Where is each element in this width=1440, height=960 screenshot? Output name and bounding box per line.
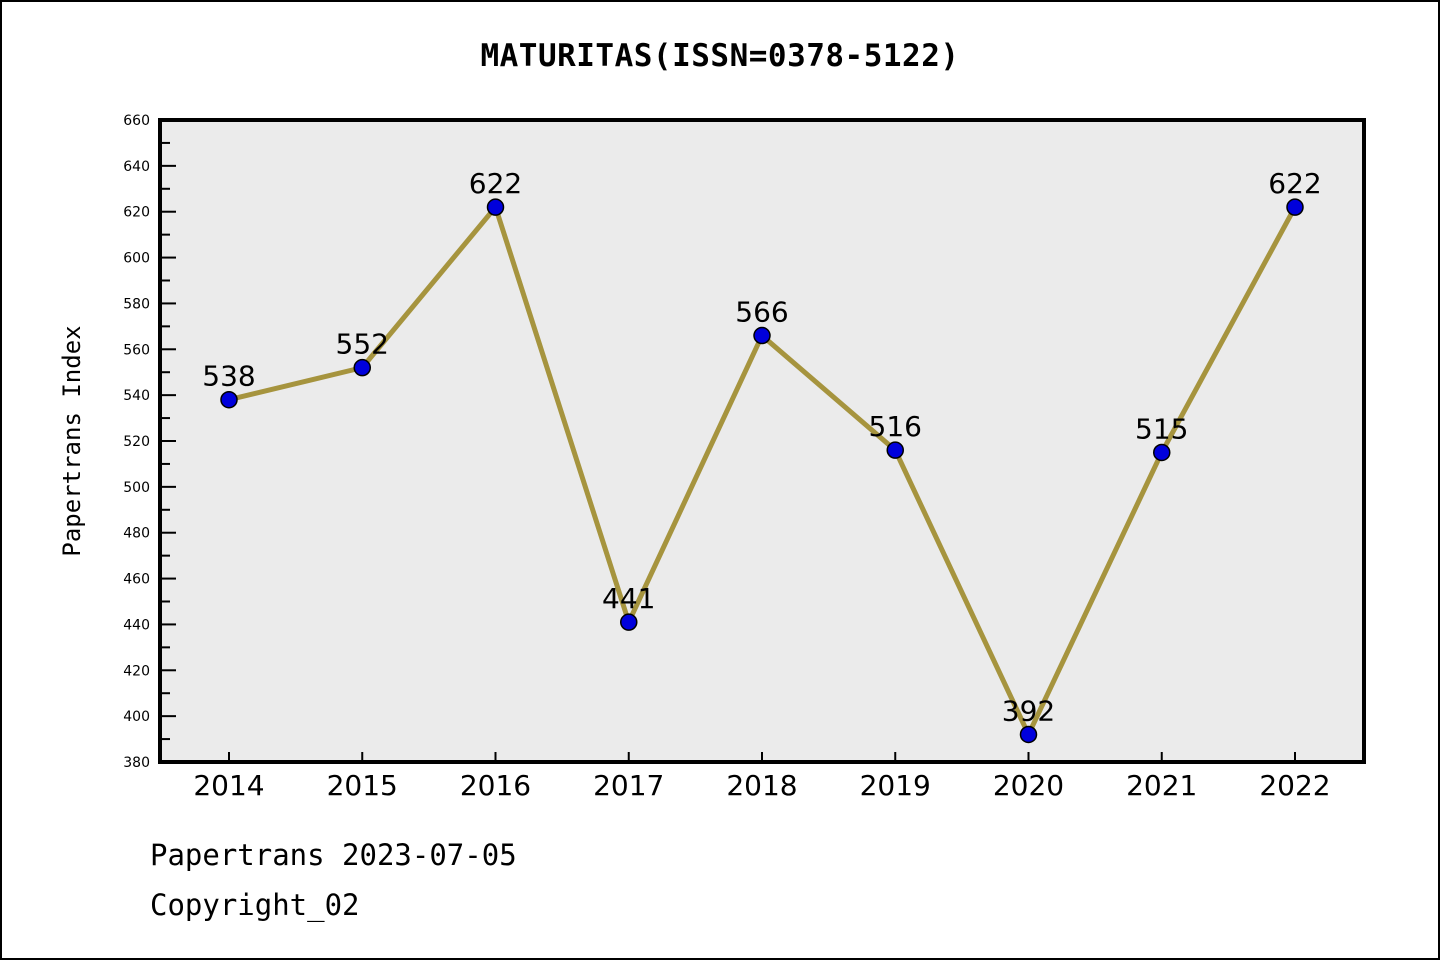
point-label: 552 (336, 328, 389, 361)
data-point (620, 613, 638, 631)
y-tick-label: 500 (123, 480, 150, 496)
x-tick-label: 2014 (193, 769, 264, 802)
data-point (1153, 443, 1171, 462)
x-tick-label: 2017 (593, 769, 664, 802)
data-point (886, 441, 904, 459)
y-axis-label: Papertrans Index (58, 325, 86, 556)
y-tick-label: 520 (123, 434, 150, 450)
x-tick-label: 2015 (327, 769, 398, 802)
data-point (220, 390, 238, 409)
data-point (1286, 198, 1304, 216)
data-point (753, 326, 771, 345)
y-tick-label: 400 (123, 709, 150, 725)
y-tick-label: 560 (123, 342, 150, 358)
point-label: 622 (469, 167, 522, 200)
data-point (1019, 725, 1038, 744)
data-point (353, 358, 371, 377)
data-point (486, 198, 505, 216)
plot-area (158, 118, 1366, 764)
footer-note-copyright: Copyright_02 (150, 888, 360, 922)
point-label: 566 (735, 296, 788, 329)
x-tick-label: 2018 (726, 769, 797, 802)
point-label: 392 (1002, 694, 1055, 727)
x-tick-label: 2021 (1126, 769, 1197, 802)
y-tick-label: 540 (123, 388, 150, 404)
point-label: 538 (202, 360, 255, 393)
y-tick-label: 600 (123, 251, 150, 267)
y-tick-label: 620 (123, 205, 150, 221)
y-tick-label: 460 (123, 572, 150, 588)
y-tick-label: 440 (123, 617, 150, 633)
point-label: 441 (602, 582, 655, 615)
x-tick-label: 2022 (1259, 769, 1330, 802)
point-label: 622 (1268, 167, 1321, 200)
point-label: 516 (869, 410, 922, 443)
y-tick-label: 660 (123, 113, 150, 129)
x-tick-label: 2019 (860, 769, 931, 802)
x-tick-label: 2020 (993, 769, 1064, 802)
y-tick-label: 480 (123, 526, 150, 542)
y-tick-label: 420 (123, 663, 150, 679)
chart-title: MATURITAS(ISSN=0378-5122) (480, 38, 960, 74)
y-tick-label: 580 (123, 296, 150, 312)
footer-note-date: Papertrans 2023-07-05 (150, 838, 517, 872)
point-label: 515 (1135, 412, 1188, 445)
y-tick-label: 380 (123, 755, 150, 771)
y-tick-label: 640 (123, 159, 150, 175)
x-tick-label: 2016 (460, 769, 531, 802)
